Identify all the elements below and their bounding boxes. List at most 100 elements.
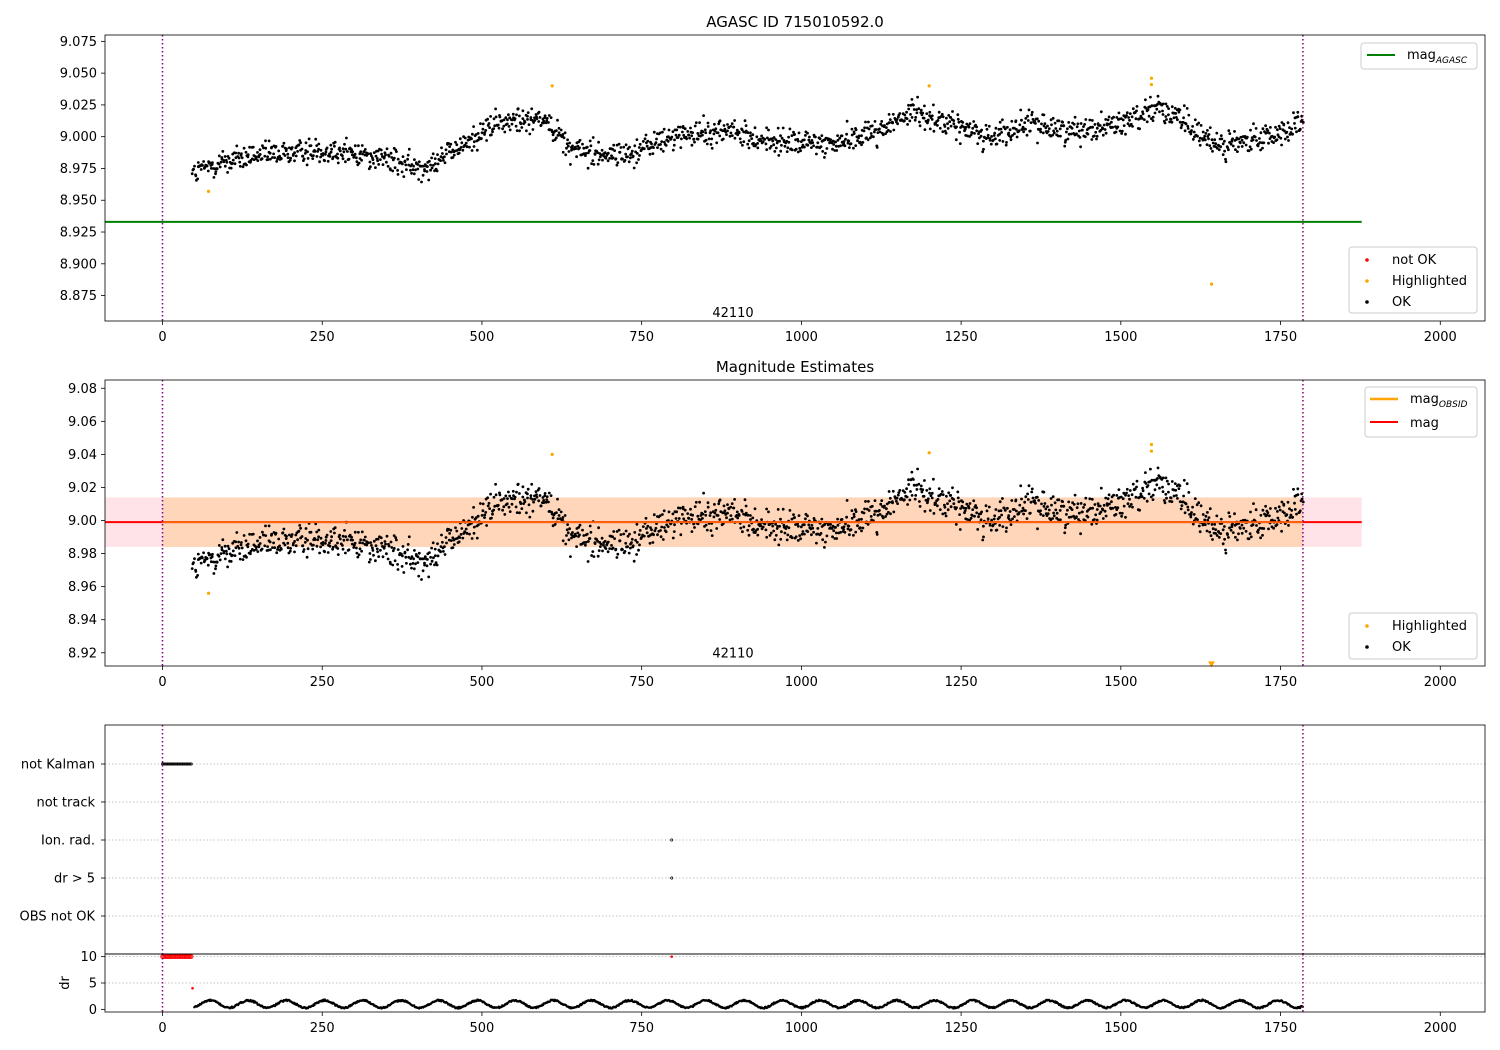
ok-point — [816, 141, 820, 145]
ok-point — [1290, 127, 1294, 131]
ok-point — [377, 163, 381, 166]
ok-point — [1208, 530, 1212, 534]
ok-point — [709, 511, 713, 515]
ok-point — [1075, 515, 1078, 519]
ok-point — [351, 150, 354, 154]
ok-point — [694, 121, 698, 125]
flag-label: dr > 5 — [54, 872, 95, 887]
ok-point — [270, 532, 274, 536]
ok-point — [1293, 508, 1297, 511]
ok-point — [1115, 116, 1119, 119]
ok-point — [421, 569, 425, 573]
ok-point — [800, 145, 804, 149]
ok-point — [244, 539, 248, 543]
ok-point — [430, 559, 434, 563]
ok-point — [244, 150, 248, 154]
ok-point — [707, 137, 711, 141]
ok-point — [702, 114, 705, 117]
ok-point — [459, 533, 463, 536]
ok-point — [926, 118, 930, 122]
ok-point — [915, 488, 919, 491]
ok-point — [303, 152, 307, 155]
ok-point — [1198, 530, 1202, 534]
ok-point — [1169, 118, 1173, 121]
ok-point — [773, 538, 777, 542]
ok-point — [834, 526, 837, 529]
ok-point — [329, 150, 333, 154]
ok-point — [728, 518, 732, 522]
ok-point — [709, 529, 713, 532]
ok-point — [277, 149, 281, 153]
ok-point — [256, 550, 260, 553]
ok-point — [1149, 117, 1153, 120]
ok-point — [1248, 145, 1252, 149]
ok-point — [749, 131, 752, 135]
ok-point — [325, 533, 329, 537]
ok-point — [578, 523, 582, 527]
ok-point — [464, 141, 468, 145]
ok-point — [1181, 121, 1185, 124]
ok-point — [483, 516, 486, 519]
ok-point — [780, 143, 783, 147]
ok-point — [1176, 497, 1179, 500]
ok-point — [490, 133, 493, 137]
ok-point — [645, 531, 649, 535]
ok-point — [975, 506, 978, 510]
ok-point — [386, 164, 390, 168]
ok-point — [1249, 510, 1252, 514]
ok-point — [460, 141, 464, 145]
ok-point — [316, 150, 320, 153]
ok-point — [1165, 118, 1168, 121]
ok-point — [696, 514, 700, 518]
ok-point — [301, 154, 305, 158]
ok-point — [570, 536, 573, 540]
ok-point — [706, 125, 710, 128]
ok-point — [581, 528, 584, 532]
ok-point — [396, 548, 400, 551]
ok-point — [930, 496, 934, 500]
ok-point — [556, 134, 560, 137]
ok-point — [913, 497, 917, 501]
ok-point — [1213, 523, 1217, 526]
ok-point — [1288, 516, 1292, 519]
ok-point — [448, 145, 451, 149]
ok-point — [1115, 494, 1119, 497]
ok-point — [324, 152, 327, 156]
ok-point — [1014, 119, 1018, 123]
ok-point — [671, 512, 675, 516]
ok-point — [1243, 518, 1247, 522]
ok-point — [1011, 134, 1014, 137]
ok-point — [896, 493, 900, 497]
ok-point — [1147, 114, 1151, 118]
ok-point — [910, 116, 914, 119]
ok-point — [679, 533, 683, 537]
ok-point — [299, 526, 302, 530]
ok-point — [256, 159, 260, 163]
y-tick-label: 9.02 — [68, 481, 97, 496]
ok-point — [879, 122, 883, 126]
ok-point — [1001, 497, 1004, 500]
ok-point — [1131, 482, 1135, 486]
ok-point — [571, 144, 574, 148]
ok-point — [949, 116, 953, 119]
ok-point — [348, 533, 352, 537]
ok-point — [245, 555, 248, 559]
ok-point — [1039, 130, 1043, 134]
ok-point — [201, 556, 204, 560]
ok-point — [416, 167, 420, 171]
ok-point — [491, 512, 494, 516]
ok-point — [1279, 136, 1283, 140]
ok-point — [845, 499, 849, 502]
legend-label-ok: OK — [1392, 295, 1411, 310]
ok-point — [1282, 503, 1286, 507]
ok-point — [360, 549, 363, 553]
ok-point — [470, 149, 474, 152]
ok-point — [282, 527, 286, 531]
ok-point — [537, 487, 541, 490]
ok-point — [254, 155, 258, 159]
ok-point — [289, 547, 292, 550]
ok-point — [1164, 102, 1168, 106]
x-tick-label: 2000 — [1424, 675, 1457, 690]
ok-point — [1125, 487, 1129, 491]
